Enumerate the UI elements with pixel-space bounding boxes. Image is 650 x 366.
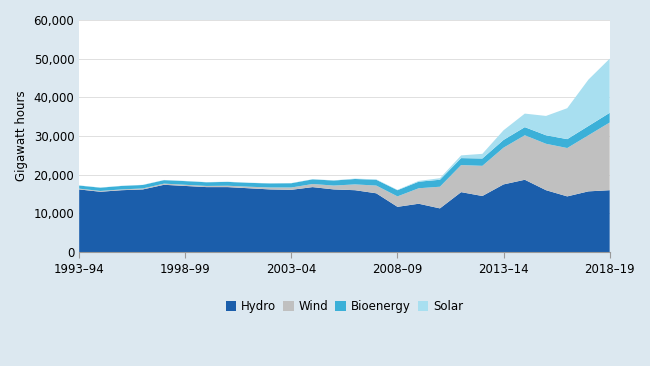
Legend: Hydro, Wind, Bioenergy, Solar: Hydro, Wind, Bioenergy, Solar <box>226 300 463 313</box>
Y-axis label: Gigawatt hours: Gigawatt hours <box>15 91 28 182</box>
